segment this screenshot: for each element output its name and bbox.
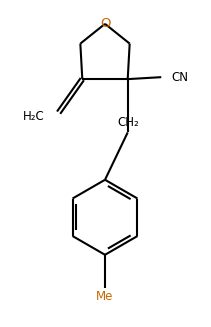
Text: O: O bbox=[100, 17, 110, 30]
Text: CN: CN bbox=[171, 71, 188, 84]
Text: Me: Me bbox=[96, 290, 114, 303]
Text: H₂C: H₂C bbox=[23, 110, 45, 123]
Text: CH₂: CH₂ bbox=[118, 116, 140, 129]
